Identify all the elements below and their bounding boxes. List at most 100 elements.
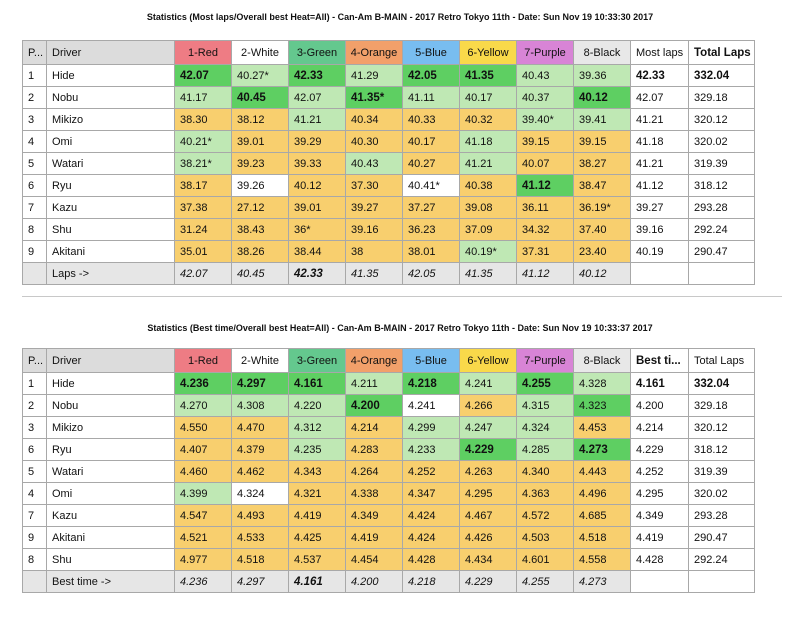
column-header: Driver <box>46 40 175 65</box>
value-cell: 23.40 <box>573 240 631 263</box>
column-header: 3-Green <box>288 348 346 373</box>
value-cell: 4.266 <box>459 394 517 417</box>
value-cell: 40.32 <box>459 108 517 131</box>
position-cell: 2 <box>22 86 47 109</box>
value-cell: 4.977 <box>174 548 232 571</box>
value-cell: 38.27 <box>573 152 631 175</box>
value-cell: 36.11 <box>516 196 574 219</box>
footer-empty <box>688 262 755 285</box>
column-header: 2-White <box>231 348 289 373</box>
footer-value-cell: 4.255 <box>516 570 574 593</box>
driver-cell: Mikizo <box>46 416 175 439</box>
total-laps-cell: 329.18 <box>688 394 755 417</box>
value-cell: 4.428 <box>402 548 460 571</box>
footer-value-cell: 41.35 <box>345 262 403 285</box>
column-header: 2-White <box>231 40 289 65</box>
driver-cell: Nobu <box>46 86 175 109</box>
value-cell: 4.297 <box>231 372 289 395</box>
value-cell: 4.263 <box>459 460 517 483</box>
value-cell: 40.27* <box>231 64 289 87</box>
value-cell: 4.324 <box>231 482 289 505</box>
total-laps-cell: 292.24 <box>688 218 755 241</box>
footer-row: Laps -> 42.07 40.45 42.33 41.35 42.05 41.35 41.… <box>22 262 755 285</box>
column-header: 4-Orange <box>345 40 403 65</box>
driver-cell: Kazu <box>46 196 175 219</box>
value-cell: 40.41* <box>402 174 460 197</box>
value-cell: 40.43 <box>345 152 403 175</box>
value-cell: 4.537 <box>288 548 346 571</box>
column-header: Total Laps <box>688 348 755 373</box>
footer-empty <box>688 570 755 593</box>
value-cell: 4.241 <box>459 372 517 395</box>
table-row: 2 Nobu 41.17 40.45 42.07 41.35* 41.11 40.17 40.3… <box>22 86 755 109</box>
table-row: 7 Kazu 37.38 27.12 39.01 39.27 37.27 39.08 36.11… <box>22 196 755 219</box>
value-cell: 4.233 <box>402 438 460 461</box>
value-cell: 4.407 <box>174 438 232 461</box>
value-cell: 4.338 <box>345 482 403 505</box>
total-laps-cell: 292.24 <box>688 548 755 571</box>
value-cell: 4.315 <box>516 394 574 417</box>
value-cell: 34.32 <box>516 218 574 241</box>
column-header: 1-Red <box>174 348 232 373</box>
value-cell: 4.453 <box>573 416 631 439</box>
value-cell: 4.343 <box>288 460 346 483</box>
value-cell: 4.572 <box>516 504 574 527</box>
value-cell: 4.328 <box>573 372 631 395</box>
column-header: 7-Purple <box>516 348 574 373</box>
page-divider <box>22 296 782 297</box>
value-cell: 40.12 <box>573 86 631 109</box>
value-cell: 40.27 <box>402 152 460 175</box>
position-cell: 9 <box>22 526 47 549</box>
footer-spacer <box>22 262 47 285</box>
value-cell: 4.470 <box>231 416 289 439</box>
value-cell: 40.34 <box>345 108 403 131</box>
column-header: 5-Blue <box>402 40 460 65</box>
column-header: 1-Red <box>174 40 232 65</box>
table-row: 4 Omi 40.21* 39.01 39.29 40.30 40.17 41.18 39.15… <box>22 130 755 153</box>
value-cell: 4.434 <box>459 548 517 571</box>
table-row: 7 Kazu 4.547 4.493 4.419 4.349 4.424 4.467 4.572… <box>22 504 755 527</box>
best-value-cell: 4.349 <box>630 504 689 527</box>
column-header: 6-Yellow <box>459 40 517 65</box>
value-cell: 4.467 <box>459 504 517 527</box>
value-cell: 4.518 <box>231 548 289 571</box>
value-cell: 42.07 <box>174 64 232 87</box>
footer-row: Best time -> 4.236 4.297 4.161 4.200 4.218 4.2… <box>22 570 755 593</box>
value-cell: 38.01 <box>402 240 460 263</box>
footer-value-cell: 42.05 <box>402 262 460 285</box>
value-cell: 37.40 <box>573 218 631 241</box>
value-cell: 37.09 <box>459 218 517 241</box>
table-row: 3 Mikizo 4.550 4.470 4.312 4.214 4.299 4.247 4.3… <box>22 416 755 439</box>
best-value-cell: 41.18 <box>630 130 689 153</box>
value-cell: 42.07 <box>288 86 346 109</box>
column-header: 4-Orange <box>345 348 403 373</box>
position-cell: 5 <box>22 152 47 175</box>
value-cell: 4.685 <box>573 504 631 527</box>
table-row: 8 Shu 31.24 38.43 36* 39.16 36.23 37.09 34.32 37.… <box>22 218 755 241</box>
value-cell: 4.295 <box>459 482 517 505</box>
best-value-cell: 4.295 <box>630 482 689 505</box>
total-laps-cell: 293.28 <box>688 196 755 219</box>
footer-value-cell: 4.273 <box>573 570 631 593</box>
value-cell: 42.33 <box>288 64 346 87</box>
value-cell: 4.454 <box>345 548 403 571</box>
table-row: 4 Omi 4.399 4.324 4.321 4.338 4.347 4.295 4.363 4… <box>22 482 755 505</box>
value-cell: 37.30 <box>345 174 403 197</box>
footer-value-cell: 4.200 <box>345 570 403 593</box>
value-cell: 4.200 <box>345 394 403 417</box>
value-cell: 4.496 <box>573 482 631 505</box>
table-row: 5 Watari 4.460 4.462 4.343 4.264 4.252 4.263 4.3… <box>22 460 755 483</box>
footer-value-cell: 4.297 <box>231 570 289 593</box>
driver-cell: Ryu <box>46 438 175 461</box>
value-cell: 4.349 <box>345 504 403 527</box>
value-cell: 41.29 <box>345 64 403 87</box>
column-header: P... <box>22 348 47 373</box>
value-cell: 4.363 <box>516 482 574 505</box>
value-cell: 4.252 <box>402 460 460 483</box>
best-value-cell: 4.252 <box>630 460 689 483</box>
driver-cell: Shu <box>46 218 175 241</box>
best-value-cell: 4.200 <box>630 394 689 417</box>
header-row: P... Driver 1-Red 2-White 3-Green 4-Orange 5-B… <box>22 348 755 373</box>
laps-title: Statistics (Most laps/Overall best Heat=… <box>146 12 654 22</box>
value-cell: 40.21* <box>174 130 232 153</box>
